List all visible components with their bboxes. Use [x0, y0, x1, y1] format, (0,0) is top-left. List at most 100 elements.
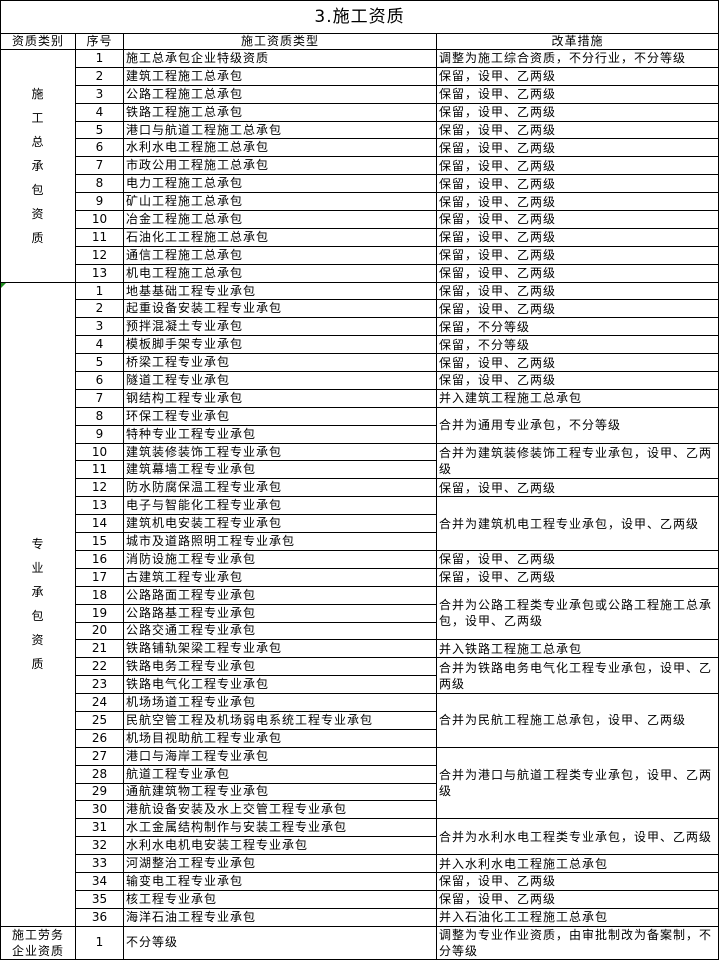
table-row: 10 冶金工程施工总承包 保留，设甲、乙两级 [1, 210, 719, 229]
measure-cell: 保留，设甲、乙两级 [435, 281, 719, 301]
table-row: 19 公路路基工程专业承包 [1, 603, 719, 623]
category-label: 施工劳务企业资质 [11, 927, 64, 958]
page-title: 3.施工资质 [0, 0, 719, 34]
seq-cell: 5 [75, 120, 124, 140]
type-cell: 电力工程施工总承包 [123, 174, 437, 194]
type-cell: 铁路铺轨架梁工程专业承包 [123, 639, 437, 659]
type-cell: 建筑装修装饰工程专业承包 [123, 442, 437, 462]
type-cell: 公路交通工程专业承包 [123, 621, 437, 641]
seq-cell: 4 [75, 335, 124, 355]
table-row: 13 机电工程施工总承包 保留，设甲、乙两级 [1, 263, 719, 283]
header-category: 资质类别 [0, 33, 76, 50]
seq-cell: 13 [75, 263, 124, 283]
measure-cell: 保留，设甲、乙两级 [435, 210, 719, 229]
type-cell: 公路路基工程专业承包 [123, 603, 437, 623]
table-row: 35 核工程专业承包 保留，设甲、乙两级 [1, 889, 719, 909]
table-row: 9 矿山工程施工总承包 保留，设甲、乙两级 [1, 192, 719, 212]
type-cell: 隧道工程专业承包 [123, 371, 437, 390]
measure-cell: 保留，设甲、乙两级 [435, 478, 719, 498]
type-cell: 水利水电工程施工总承包 [123, 138, 437, 158]
table-row: 18 公路路面工程专业承包 合并为公路工程类专业承包或公路工程施工总承包，设甲、乙两… [1, 585, 719, 641]
measure-cell: 保留，设甲、乙两级 [435, 871, 719, 891]
seq-cell: 18 [75, 585, 124, 605]
measure-cell: 合并为港口与航道工程类专业承包，设甲、乙两级 [435, 746, 719, 820]
measure-cell: 合并为民航工程施工总承包，设甲、乙两级 [435, 693, 719, 748]
seq-cell: 8 [75, 406, 124, 426]
table-row: 6 隧道工程专业承包 保留，设甲、乙两级 [1, 371, 719, 390]
type-cell: 建筑工程施工总承包 [123, 66, 437, 86]
table-row: 专业承包资质 1 地基基础工程专业承包 保留，设甲、乙两级 [0, 281, 719, 927]
type-cell: 特种专业工程专业承包 [123, 424, 437, 444]
header-type: 施工资质类型 [123, 33, 437, 50]
type-cell: 城市及道路照明工程专业承包 [123, 532, 437, 551]
type-cell: 钢结构工程专业承包 [123, 388, 437, 408]
seq-cell: 2 [75, 299, 124, 319]
type-cell: 地基基础工程专业承包 [123, 281, 437, 301]
seq-cell: 11 [75, 227, 124, 247]
measure-cell: 保留，设甲、乙两级 [435, 299, 719, 319]
table-row: 22 铁路电务工程专业承包 合并为铁路电务电气化工程专业承包，设甲、乙两级 [1, 657, 719, 695]
seq-cell: 1 [75, 281, 124, 301]
type-cell: 航道工程专业承包 [123, 764, 437, 784]
measure-cell: 保留，设甲、乙两级 [435, 138, 719, 158]
type-cell: 施工总承包企业特级资质 [123, 49, 437, 68]
measure-cell: 保留，设甲、乙两级 [435, 120, 719, 140]
table-row: 2 建筑工程施工总承包 保留，设甲、乙两级 [1, 66, 719, 86]
type-cell: 通航建筑物工程专业承包 [123, 782, 437, 802]
seq-cell: 1 [75, 925, 124, 960]
type-cell: 机场目视助航工程专业承包 [123, 728, 437, 748]
type-cell: 民航空管工程及机场弱电系统工程专业承包 [123, 710, 437, 730]
type-cell: 水工金属结构制作与安装工程专业承包 [123, 818, 437, 838]
seq-cell: 31 [75, 818, 124, 838]
measure-cell: 合并为通用专业承包，不分等级 [435, 406, 719, 444]
table-row: 施工劳务企业资质 1 不分等级 调整为专业作业资质，由审批制改为备案制，不分等级 [0, 925, 719, 960]
seq-cell: 36 [75, 907, 124, 927]
header-measure: 改革措施 [435, 33, 719, 50]
table-row: 16 消防设施工程专业承包 保留，设甲、乙两级 [1, 549, 719, 569]
seq-cell: 15 [75, 532, 124, 551]
measure-cell: 合并为铁路电务电气化工程专业承包，设甲、乙两级 [435, 657, 719, 695]
table-row: 4 模板脚手架专业承包 保留，不分等级 [1, 335, 719, 355]
category-label: 专业承包资质 [31, 537, 45, 672]
table-row: 6 水利水电工程施工总承包 保留，设甲、乙两级 [1, 138, 719, 158]
table-row: 17 古建筑工程专业承包 保留，设甲、乙两级 [1, 567, 719, 587]
seq-cell: 10 [75, 210, 124, 229]
seq-cell: 34 [75, 871, 124, 891]
seq-cell: 13 [75, 496, 124, 516]
measure-cell: 保留，设甲、乙两级 [435, 102, 719, 122]
type-cell: 公路路面工程专业承包 [123, 585, 437, 605]
table-row: 7 钢结构工程专业承包 并入建筑工程施工总承包 [1, 388, 719, 408]
table-row: 12 防水防腐保温工程专业承包 保留，设甲、乙两级 [1, 478, 719, 498]
seq-cell: 8 [75, 174, 124, 194]
type-cell: 模板脚手架专业承包 [123, 335, 437, 355]
category-cell: 施工总承包资质 [0, 49, 76, 283]
category-label: 施工总承包资质 [31, 86, 45, 245]
seq-cell: 35 [75, 889, 124, 909]
seq-cell: 23 [75, 675, 124, 695]
table-row: 5 桥梁工程专业承包 保留，设甲、乙两级 [1, 353, 719, 373]
table-row: 27 港口与海岸工程专业承包 合并为港口与航道工程类专业承包，设甲、乙两级 [1, 746, 719, 820]
seq-cell: 12 [75, 245, 124, 265]
type-cell: 港口与航道工程施工总承包 [123, 120, 437, 140]
seq-cell: 11 [75, 460, 124, 480]
type-cell: 机场场道工程专业承包 [123, 693, 437, 712]
seq-cell: 3 [75, 84, 124, 104]
seq-cell: 3 [75, 317, 124, 337]
measure-cell: 保留，设甲、乙两级 [435, 263, 719, 283]
measure-cell: 合并为建筑机电工程专业承包，设甲、乙两级 [435, 496, 719, 551]
measure-cell: 调整为专业作业资质，由审批制改为备案制，不分等级 [435, 925, 719, 960]
measure-cell: 并入建筑工程施工总承包 [435, 388, 719, 408]
table-row: 13 电子与智能化工程专业承包 合并为建筑机电工程专业承包，设甲、乙两级 [1, 496, 719, 551]
measure-cell: 保留，设甲、乙两级 [435, 549, 719, 569]
measure-cell: 调整为施工综合资质，不分行业，不分等级 [435, 49, 719, 68]
type-cell: 港口与海岸工程专业承包 [123, 746, 437, 766]
type-cell: 预拌混凝土专业承包 [123, 317, 437, 337]
measure-cell: 保留，设甲、乙两级 [435, 227, 719, 247]
table-row: 5 港口与航道工程施工总承包 保留，设甲、乙两级 [1, 120, 719, 140]
comment-marker-icon [1, 283, 6, 288]
table-row: 33 河湖整治工程专业承包 并入水利水电工程施工总承包 [1, 854, 719, 873]
table-row: 25 民航空管工程及机场弱电系统工程专业承包 [1, 710, 719, 730]
measure-cell: 并入石油化工工程施工总承包 [435, 907, 719, 927]
type-cell: 起重设备安装工程专业承包 [123, 299, 437, 319]
seq-cell: 14 [75, 514, 124, 534]
